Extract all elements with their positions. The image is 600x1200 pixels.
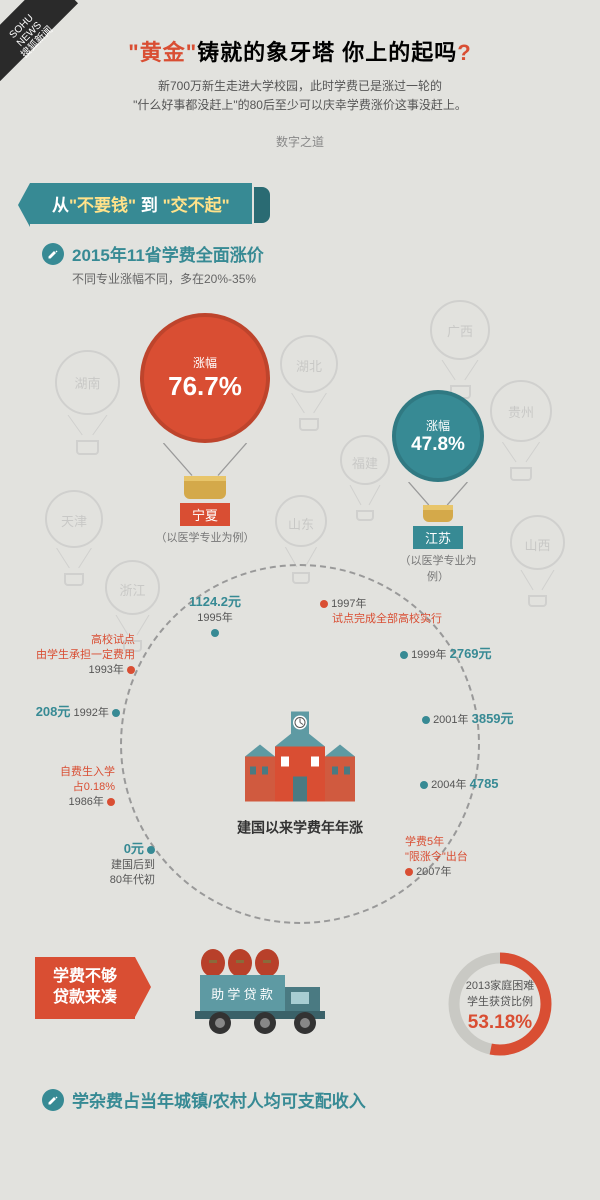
- bg-balloon: 湖南: [55, 350, 120, 454]
- section1-sub: 不同专业涨幅不同，多在20%-35%: [72, 270, 600, 287]
- pencil-icon: [42, 1089, 64, 1111]
- source-badge: SOHU NEWS搜狐新闻: [0, 0, 80, 80]
- balloon-chart: 湖南 湖北 广西 贵州 福建 天津 山东 山西 浙江 涨幅76.7% 宁夏 （以…: [0, 295, 600, 585]
- timeline-item: 高校试点由学生承担一定费用1993年: [15, 633, 135, 678]
- loan-banner: 学费不够贷款来凑: [35, 957, 135, 1019]
- bullet-heading-1: 2015年11省学费全面涨价: [42, 241, 600, 266]
- timeline-chart: 建国以来学费年年涨 1124.2元1995年 1997年试点完成全部高校实行高校…: [0, 585, 600, 915]
- section-banner: 从"不要钱" 到 "交不起": [30, 183, 600, 227]
- svg-text:助 学 贷 款: 助 学 贷 款: [211, 987, 273, 1002]
- timeline-item: 2001年 3859元: [422, 710, 514, 728]
- series-label: 数字之道: [50, 133, 550, 150]
- school-building: 建国以来学费年年涨: [235, 696, 365, 837]
- section1-title: 2015年11省学费全面涨价: [72, 241, 264, 266]
- badge-text: SOHU NEWS搜狐新闻: [0, 3, 61, 65]
- timeline-item: 1997年试点完成全部高校实行: [320, 597, 442, 627]
- loan-section: 学费不够贷款来凑 助 学 贷 款 2013家庭困难学生获贷比例 53.18%: [0, 927, 600, 1077]
- timeline-item: 208元 1992年: [0, 703, 120, 721]
- bg-balloon: 湖北: [280, 335, 338, 431]
- main-balloon: 涨幅76.7% 宁夏 （以医学专业为例）: [140, 313, 270, 545]
- bg-balloon: 天津: [45, 490, 103, 586]
- main-balloon: 涨幅47.8% 江苏 （以医学专业为例）: [392, 390, 484, 584]
- page-title: "黄金"铸就的象牙塔 你上的起吗?: [50, 35, 550, 67]
- timeline-item: 2004年 4785: [420, 775, 499, 793]
- timeline-item: 1999年 2769元: [400, 645, 492, 663]
- bg-balloon: 广西: [430, 300, 490, 398]
- timeline-item: 1124.2元1995年: [155, 593, 275, 641]
- bg-balloon: 贵州: [490, 380, 552, 481]
- page-subtitle: 新700万新生走进大学校园，此时学费已是涨过一轮的"什么好事都没赶上"的80后至…: [50, 77, 550, 115]
- timeline-item: 学费5年"限涨令"出台 2007年: [405, 835, 468, 880]
- header: "黄金"铸就的象牙塔 你上的起吗? 新700万新生走进大学校园，此时学费已是涨过…: [0, 0, 600, 165]
- loan-donut: 2013家庭困难学生获贷比例 53.18%: [445, 949, 555, 1059]
- bullet-heading-2: 学杂费占当年城镇/农村人均可支配收入: [42, 1087, 600, 1112]
- donut-label: 2013家庭困难学生获贷比例 53.18%: [445, 979, 555, 1036]
- footer-title: 学杂费占当年城镇/农村人均可支配收入: [72, 1087, 366, 1112]
- bg-balloon: 福建: [340, 435, 390, 521]
- timeline-title: 建国以来学费年年涨: [235, 817, 365, 837]
- pencil-icon: [42, 243, 64, 265]
- timeline-item: 自费生入学占0.18%1986年: [0, 765, 115, 810]
- timeline-item: 0元 建国后到80年代初: [35, 840, 155, 888]
- truck-icon: 助 学 贷 款: [195, 945, 335, 1045]
